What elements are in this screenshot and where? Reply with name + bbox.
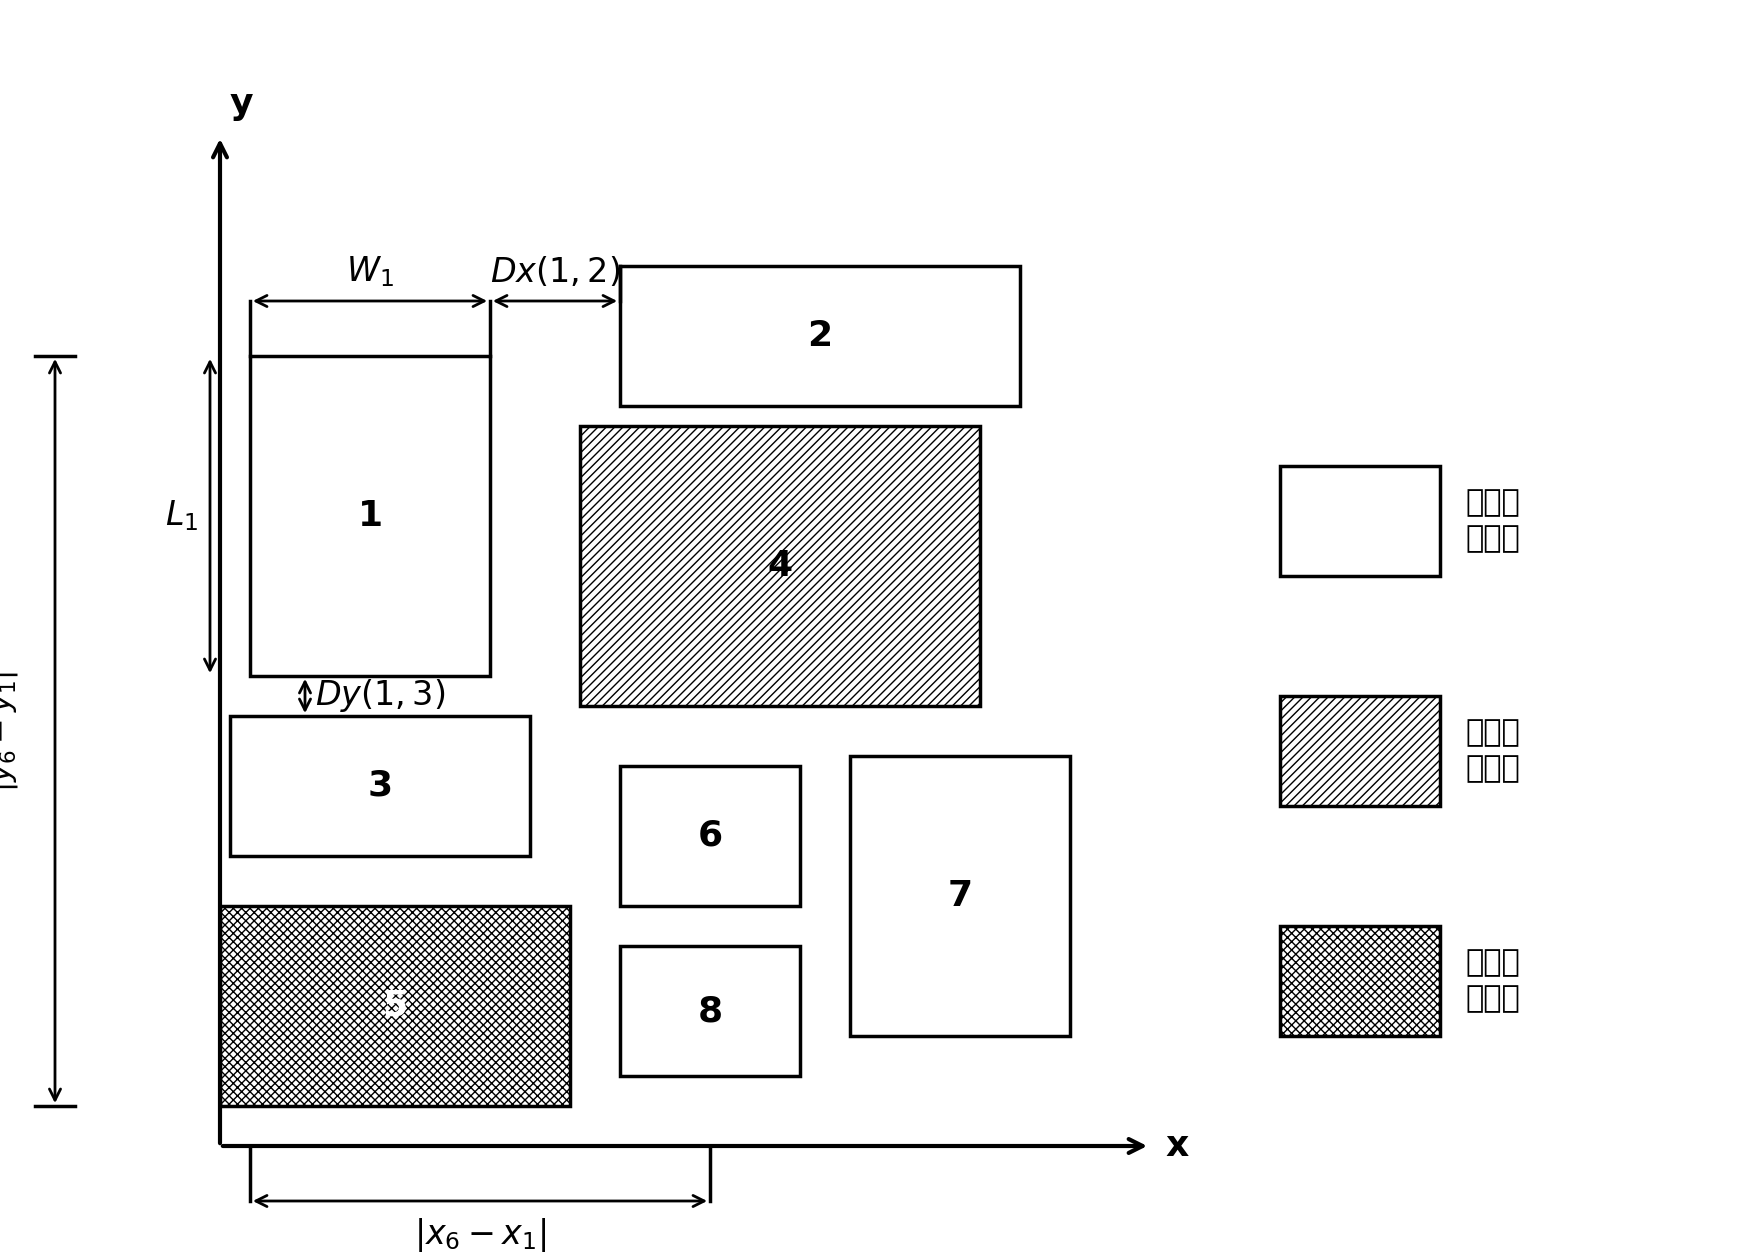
Text: 6: 6 [698, 819, 722, 853]
Text: 3: 3 [368, 769, 392, 803]
Text: 8: 8 [698, 993, 722, 1027]
Bar [1280, 696, 1441, 806]
Bar [621, 766, 800, 906]
Bar [230, 716, 530, 857]
Bar [621, 946, 800, 1076]
Text: 流水作
业设备: 流水作 业设备 [1465, 718, 1519, 784]
Text: $W_1$: $W_1$ [345, 254, 394, 289]
Bar [621, 266, 1020, 406]
Text: $Dy(1,3)$: $Dy(1,3)$ [316, 677, 445, 715]
Text: $|y_6-y_1|$: $|y_6-y_1|$ [0, 671, 19, 791]
Bar [220, 906, 570, 1107]
Text: $Dx(1,2)$: $Dx(1,2)$ [490, 255, 621, 289]
Text: x: x [1165, 1129, 1188, 1163]
Text: 1: 1 [358, 499, 382, 533]
Bar [849, 756, 1071, 1036]
Text: 7: 7 [947, 879, 973, 913]
Bar [1280, 466, 1441, 577]
Text: 4: 4 [767, 549, 792, 583]
Text: $L_1$: $L_1$ [164, 499, 199, 534]
Bar [1280, 926, 1441, 1036]
Bar [249, 355, 490, 676]
Text: 2: 2 [807, 319, 832, 353]
Text: 离散作
业设备: 离散作 业设备 [1465, 489, 1519, 554]
Text: 5: 5 [382, 988, 408, 1022]
Bar [581, 426, 980, 706]
Text: 特殊作
业设备: 特殊作 业设备 [1465, 948, 1519, 1014]
Text: y: y [230, 87, 253, 121]
Text: $|x_6-x_1|$: $|x_6-x_1|$ [413, 1216, 546, 1253]
